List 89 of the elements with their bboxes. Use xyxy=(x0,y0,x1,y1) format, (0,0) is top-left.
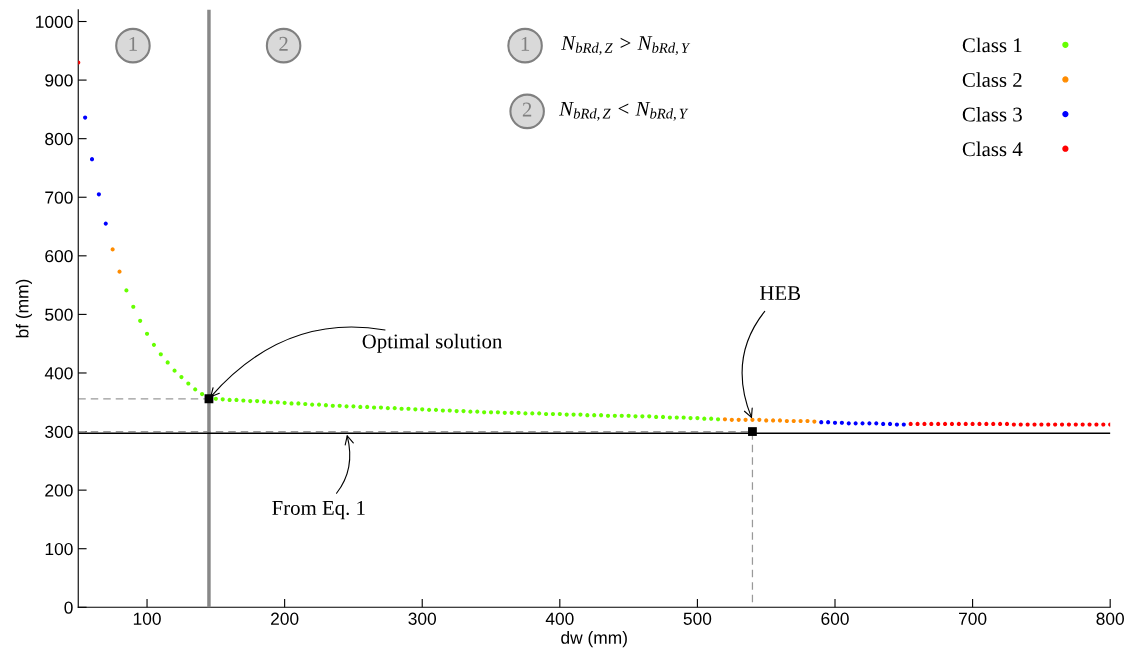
point xyxy=(103,221,108,226)
point xyxy=(736,417,741,422)
x-tick-label: 500 xyxy=(683,612,712,625)
point xyxy=(798,418,803,424)
point xyxy=(887,421,893,427)
point xyxy=(96,192,101,197)
point xyxy=(998,421,1003,427)
y-tick-label: 700 xyxy=(45,191,73,204)
point xyxy=(1066,422,1071,427)
y-tick-label: 600 xyxy=(45,249,73,263)
point xyxy=(83,115,88,120)
legend-label: Class 4 xyxy=(962,141,1023,157)
point xyxy=(894,422,899,427)
point xyxy=(839,420,844,425)
x-tick-label: 400 xyxy=(545,612,574,625)
y-tick-label: 200 xyxy=(45,484,73,497)
point xyxy=(1059,422,1065,427)
point xyxy=(777,418,783,423)
annotation: 1 xyxy=(521,36,530,51)
point xyxy=(771,418,776,423)
point xyxy=(991,421,996,427)
annotation: From Eq. 1 xyxy=(272,500,365,520)
x-tick-label: 600 xyxy=(821,612,849,625)
point xyxy=(874,421,879,426)
point xyxy=(743,417,748,422)
point xyxy=(748,427,757,436)
point xyxy=(826,420,831,425)
x-tick-label: 200 xyxy=(271,612,299,625)
point xyxy=(204,394,214,404)
point xyxy=(984,421,989,427)
y-tick-label: 100 xyxy=(45,542,73,556)
point xyxy=(791,418,796,424)
y-tick-label: 300 xyxy=(45,425,73,439)
point xyxy=(750,417,755,422)
point xyxy=(908,421,913,427)
y-tick-label: 1000 xyxy=(36,15,73,28)
point xyxy=(1018,422,1023,427)
point xyxy=(729,417,734,422)
point xyxy=(929,421,934,427)
point xyxy=(1046,422,1051,427)
point xyxy=(722,417,728,422)
point xyxy=(757,417,762,422)
y-tick-label: 400 xyxy=(44,367,73,380)
y-axis-title: bf (mm) xyxy=(15,279,32,338)
point xyxy=(1011,422,1016,427)
point xyxy=(764,418,769,423)
point xyxy=(805,418,810,424)
point xyxy=(977,421,982,427)
point xyxy=(819,420,824,425)
point xyxy=(1004,421,1010,427)
point xyxy=(963,421,968,427)
y-tick-label: 900 xyxy=(45,74,73,87)
x-axis-title: dw (mm) xyxy=(561,631,627,648)
x-tick-label: 100 xyxy=(133,612,161,625)
x-tick-label: 300 xyxy=(408,612,437,625)
annotation: N$_{bRd,Z}$ > N$_{bRd,Y}$ xyxy=(561,36,691,55)
point xyxy=(1073,422,1078,427)
point xyxy=(1053,422,1058,427)
point xyxy=(1087,422,1092,427)
point xyxy=(970,421,975,427)
point xyxy=(784,418,789,424)
point xyxy=(901,422,906,427)
legend-label: Class 1 xyxy=(962,37,1022,53)
annotation: 1 xyxy=(129,36,137,51)
point xyxy=(956,421,961,427)
point xyxy=(1032,422,1037,427)
x-tick-label: 700 xyxy=(959,612,987,625)
point xyxy=(832,420,838,425)
x-tick-label: 800 xyxy=(1096,612,1124,625)
annotation: Optimal solution xyxy=(362,333,503,353)
point xyxy=(915,421,920,427)
point xyxy=(936,421,941,427)
annotation: N$_{bRd,Z}$ < N$_{bRd,Y}$ xyxy=(558,101,689,121)
annotation: 2 xyxy=(279,36,288,51)
point xyxy=(922,421,927,427)
point xyxy=(846,421,851,426)
point xyxy=(942,421,948,427)
y-tick-label: 800 xyxy=(45,132,73,146)
point xyxy=(89,157,95,162)
point xyxy=(949,421,955,427)
y-tick-label: 500 xyxy=(45,308,73,321)
annotation: 2 xyxy=(522,102,532,117)
point xyxy=(110,247,115,252)
y-tick-label: 0 xyxy=(64,601,73,614)
legend-label: Class 3 xyxy=(962,106,1022,122)
point xyxy=(853,421,858,426)
point xyxy=(881,421,886,427)
legend-label: Class 2 xyxy=(962,72,1022,87)
annotation: HEB xyxy=(759,286,801,300)
